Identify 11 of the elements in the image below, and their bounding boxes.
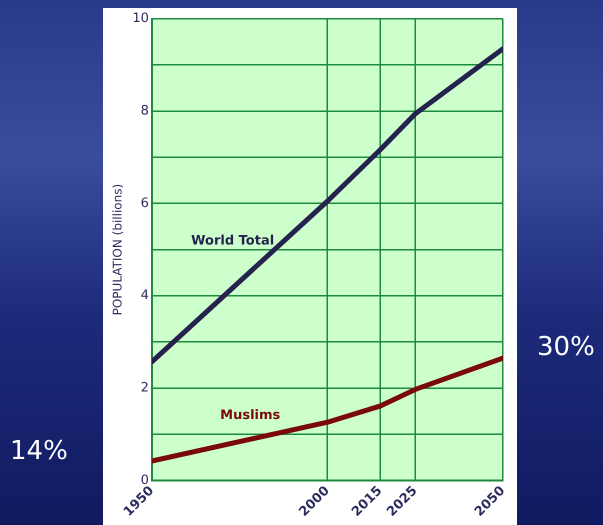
- y-tick-label: 2: [140, 380, 149, 396]
- text: 30%: [537, 332, 595, 362]
- y-tick-label: 10: [132, 11, 149, 26]
- series-label: Muslims: [220, 408, 281, 424]
- y-axis-title: POPULATION (billions): [110, 184, 124, 316]
- text: 14%: [10, 436, 68, 466]
- y-tick-label: 8: [140, 103, 149, 118]
- series-label: World Total: [191, 234, 274, 249]
- y-tick-label: 6: [140, 196, 149, 211]
- y-tick-label: 4: [140, 288, 149, 304]
- y-tick-label: 0: [140, 472, 149, 488]
